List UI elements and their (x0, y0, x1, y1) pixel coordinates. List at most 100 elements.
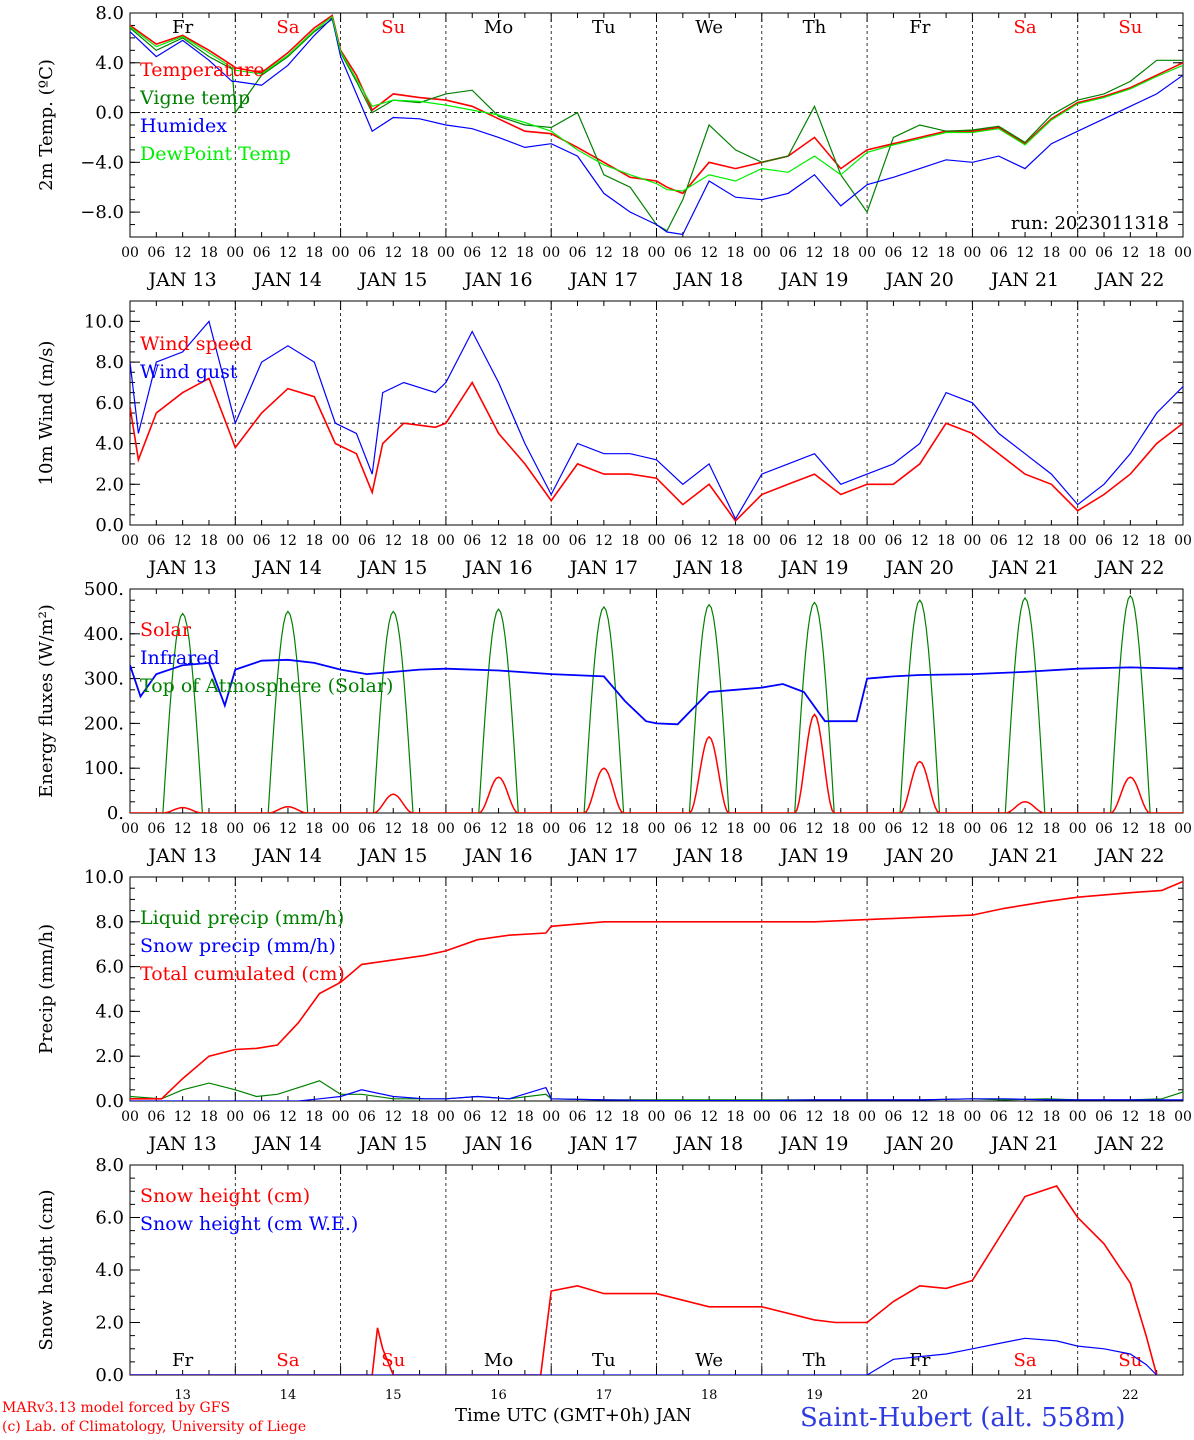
x-hour-label: 06 (674, 533, 692, 549)
panel-energy: 0. 100. 200. 300. 400. 500. Energy fluxes (W/m… (36, 579, 1192, 867)
x-day-number: 13 (174, 1388, 191, 1403)
x-hour-label: 12 (806, 533, 824, 549)
y-tick-label: 0. (107, 803, 124, 824)
x-day-number: 21 (1017, 1388, 1034, 1403)
x-date-label: JAN 19 (778, 1133, 848, 1155)
x-hour-label: 06 (779, 1109, 797, 1125)
x-hour-label: 12 (911, 533, 929, 549)
series-line-toa-solar (130, 594, 1183, 813)
x-hour-label: 12 (595, 533, 613, 549)
x-hour-label: 06 (990, 821, 1008, 837)
x-hour-label: 00 (226, 1109, 244, 1125)
x-hour-label: 06 (358, 1109, 376, 1125)
x-hour-label: 00 (332, 245, 350, 261)
x-hour-label: 18 (411, 245, 429, 261)
x-hour-label: 06 (463, 1109, 481, 1125)
x-day-number: 17 (596, 1388, 613, 1403)
x-date-label: JAN 15 (357, 557, 427, 579)
x-hour-label: 00 (1069, 1109, 1087, 1125)
x-hour-label: 12 (490, 821, 508, 837)
x-hour-label: 12 (1016, 245, 1034, 261)
x-hour-label: 00 (332, 533, 350, 549)
y-tick-label: 2.0 (95, 474, 124, 495)
weekday-label: We (695, 17, 723, 38)
x-hour-label: 00 (963, 1109, 981, 1125)
x-date-label: JAN 14 (252, 269, 322, 291)
x-hour-label: 06 (253, 1109, 271, 1125)
y-tick-label: 0.0 (95, 1091, 124, 1112)
series-line-infrared (130, 658, 1183, 726)
x-date-label: JAN 17 (568, 269, 638, 291)
x-hour-label: 18 (516, 245, 534, 261)
x-hour-label: 18 (937, 245, 955, 261)
x-hour-label: 12 (1121, 821, 1139, 837)
y-tick-label: 4.0 (95, 53, 124, 74)
x-hour-label: 06 (463, 533, 481, 549)
x-hour-label: 12 (700, 1109, 718, 1125)
legend-entry: Total cumulated (cm) (140, 963, 345, 985)
legend-entry: Snow height (cm) (140, 1185, 310, 1207)
weekday-label: Su (381, 1350, 405, 1371)
x-hour-label: 00 (753, 1109, 771, 1125)
x-hour-label: 06 (674, 821, 692, 837)
weekday-label: Th (803, 17, 827, 38)
x-hour-label: 18 (1148, 1109, 1166, 1125)
panel-snow: 0.0 2.0 4.0 6.0 8.0 Snow height (cm) 13 14 15 16 1… (36, 1155, 1184, 1403)
series-line-solar (130, 713, 1183, 813)
x-hour-label: 18 (832, 1109, 850, 1125)
x-hour-label: 00 (226, 245, 244, 261)
legend-entry: Temperature (140, 59, 264, 81)
weekday-label: We (695, 1350, 723, 1371)
x-hour-label: 06 (463, 821, 481, 837)
x-hour-label: 00 (542, 821, 560, 837)
x-hour-label: 00 (1069, 245, 1087, 261)
x-date-label: JAN 21 (989, 269, 1059, 291)
x-hour-label: 00 (858, 533, 876, 549)
model-credit: MARv3.13 model forced by GFS (2, 1400, 231, 1416)
weekday-label: Tu (592, 1350, 616, 1371)
weekday-label: Fr (909, 17, 930, 38)
y-tick-label: 6.0 (95, 393, 124, 414)
legend-entry: Top of Atmosphere (Solar) (140, 675, 393, 697)
x-hour-label: 06 (253, 533, 271, 549)
x-hour-label: 12 (490, 1109, 508, 1125)
x-day-number: 22 (1122, 1388, 1139, 1403)
y-tick-label: 4.0 (95, 1260, 124, 1281)
x-date-label: JAN 14 (252, 845, 322, 867)
series-line-wind-gust (130, 320, 1183, 521)
x-hour-label: 18 (200, 1109, 218, 1125)
x-hour-label: 18 (1148, 533, 1166, 549)
panel-precip: 0.0 2.0 4.0 6.0 8.0 10.0 Precip (mm/h) 00 06 12 18… (36, 867, 1192, 1155)
x-hour-label: 18 (305, 821, 323, 837)
x-hour-label: 00 (963, 533, 981, 549)
x-hour-label: 00 (753, 533, 771, 549)
x-hour-label: 06 (253, 245, 271, 261)
x-hour-label: 18 (937, 533, 955, 549)
x-hour-label: 18 (621, 1109, 639, 1125)
x-hour-label: 12 (279, 821, 297, 837)
x-hour-label: 00 (437, 533, 455, 549)
x-hour-label: 06 (1095, 821, 1113, 837)
x-date-label: JAN 16 (462, 1133, 532, 1155)
y-tick-label: −8.0 (80, 202, 124, 223)
x-hour-label: 12 (279, 245, 297, 261)
x-hour-label: 00 (648, 533, 666, 549)
x-hour-label: 00 (1174, 821, 1192, 837)
x-date-label: JAN 21 (989, 557, 1059, 579)
x-hour-label: 18 (727, 1109, 745, 1125)
x-hour-label: 00 (332, 821, 350, 837)
x-hour-label: 12 (1121, 1109, 1139, 1125)
x-hour-label: 12 (1016, 821, 1034, 837)
x-hour-label: 12 (174, 1109, 192, 1125)
y-tick-label: 0.0 (95, 103, 124, 124)
x-hour-label: 00 (542, 1109, 560, 1125)
x-hour-label: 12 (700, 245, 718, 261)
x-date-label: JAN 20 (884, 845, 954, 867)
y-axis-label: 10m Wind (m/s) (36, 341, 57, 486)
y-tick-label: 2.0 (95, 1313, 124, 1334)
series-line-snow-height-cm- (130, 1185, 1158, 1375)
x-hour-label: 18 (727, 821, 745, 837)
y-tick-label: 500. (84, 579, 124, 600)
x-date-label: JAN 13 (147, 269, 217, 291)
x-hour-label: 12 (384, 821, 402, 837)
